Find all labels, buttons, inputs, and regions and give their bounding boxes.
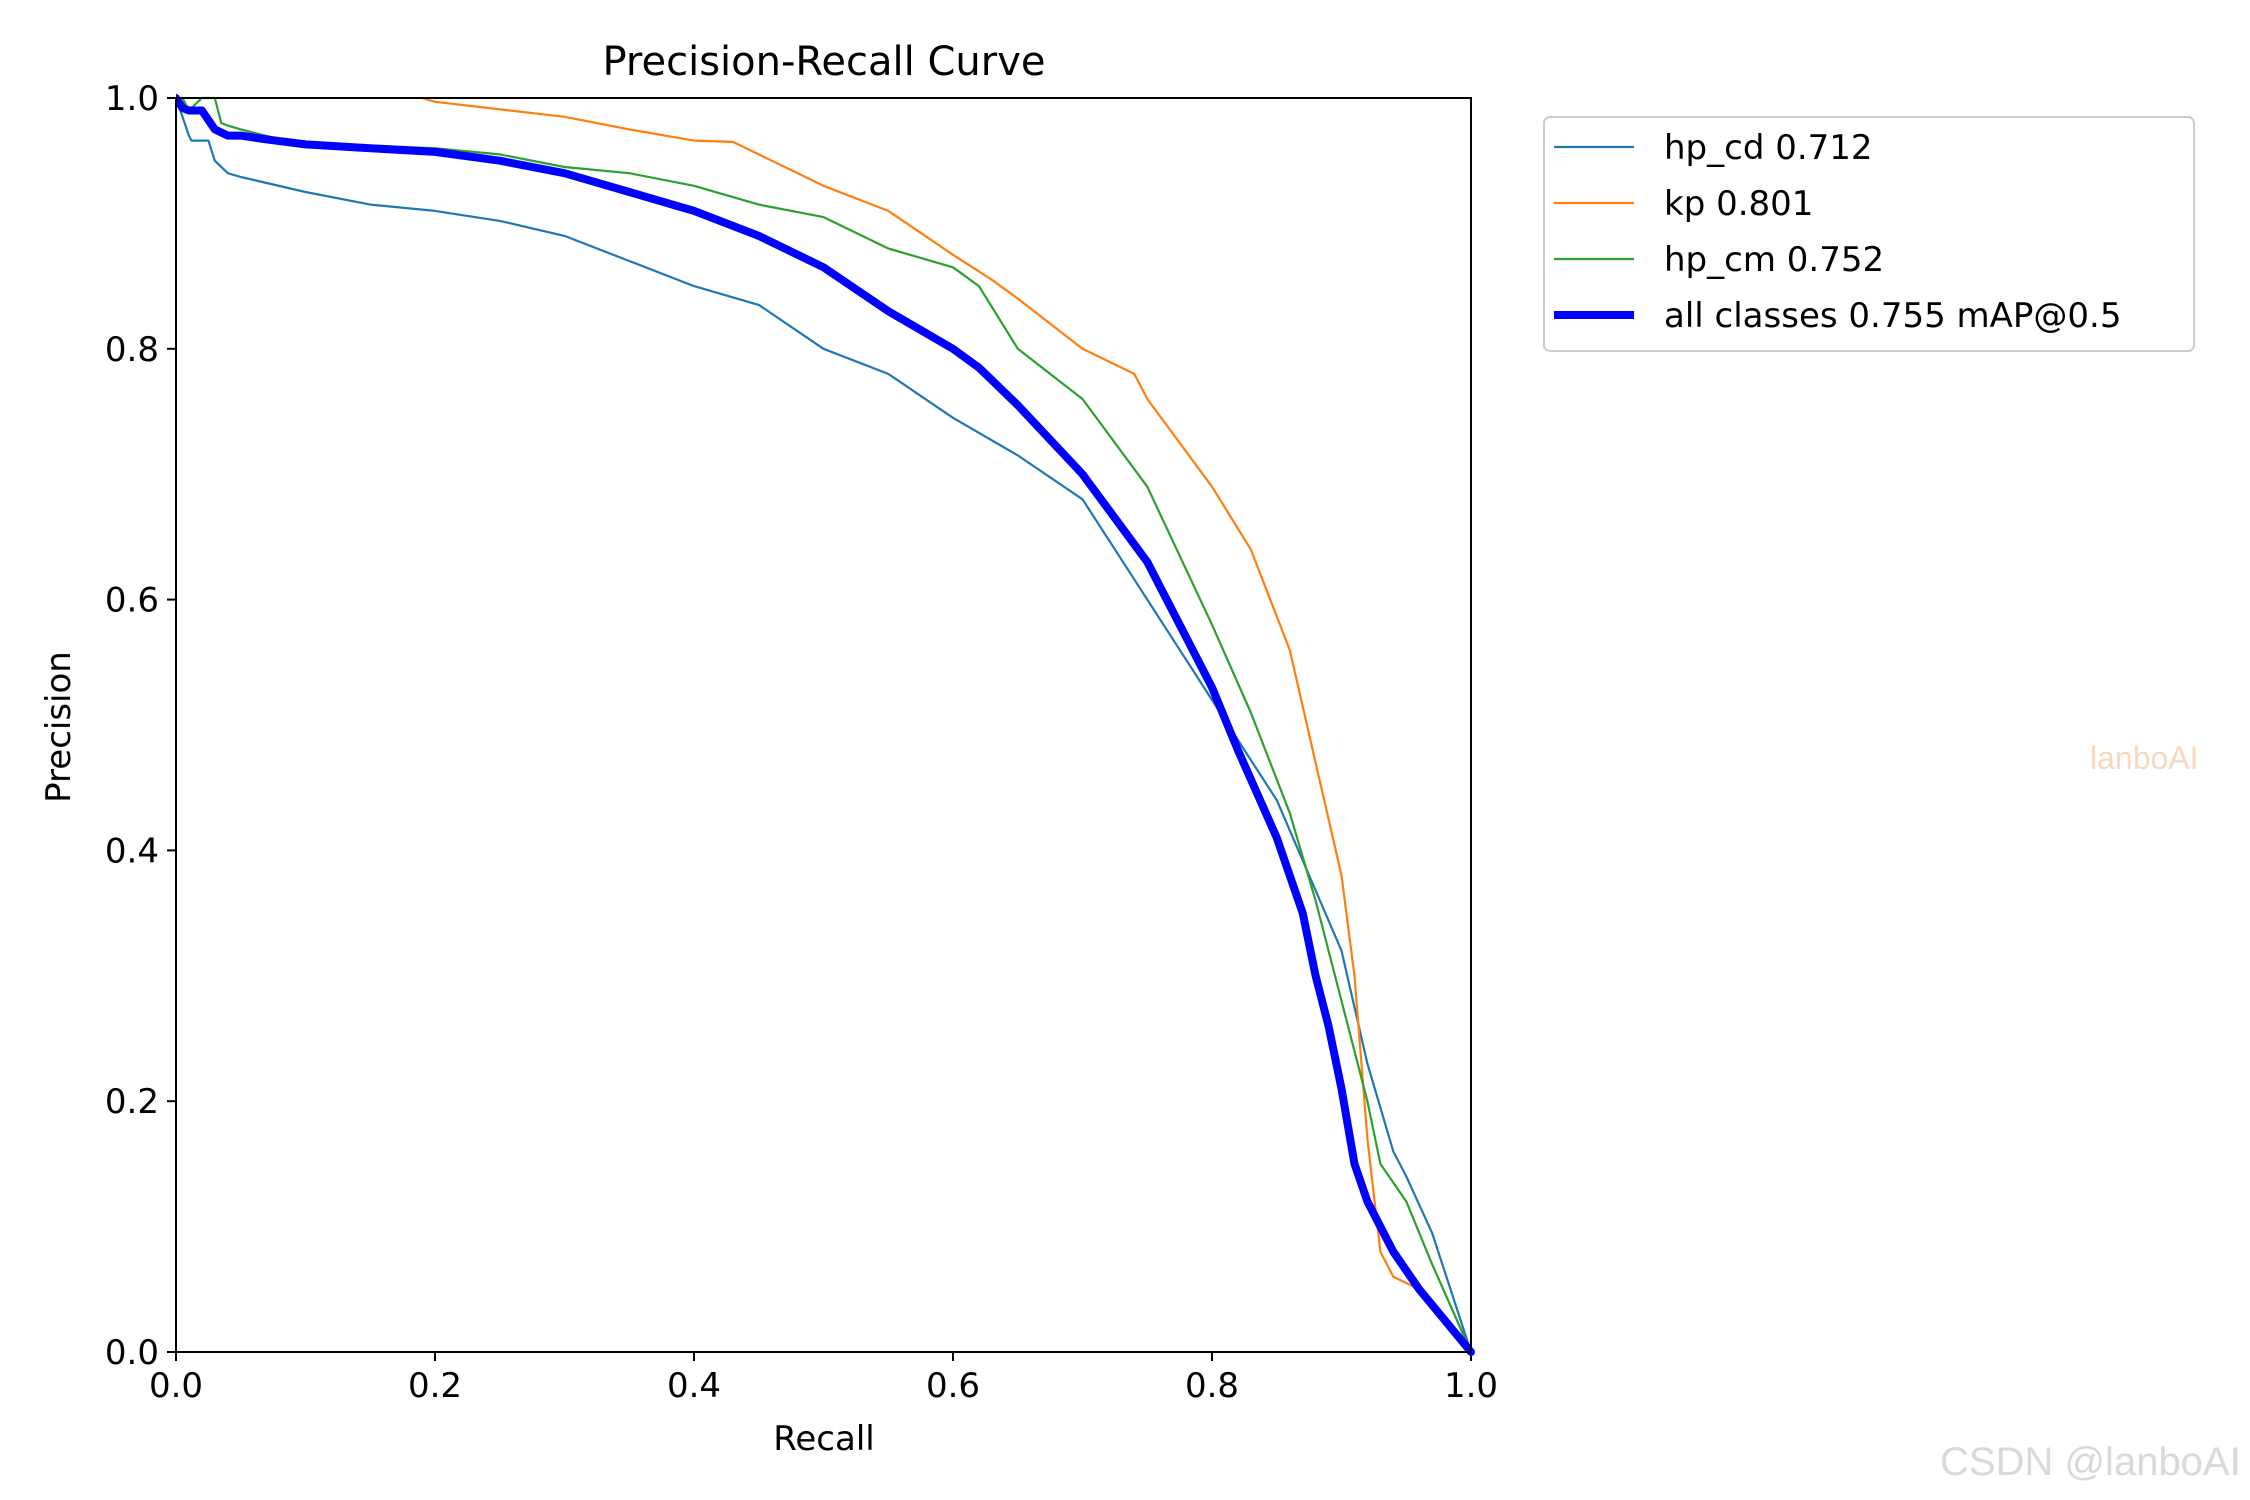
axis-ticks: 0.0 0.2 0.4 0.6 0.8 1.0 0.0 0.2 0.4 0.6 0.8 1.0: [105, 79, 1498, 1406]
legend-label: kp 0.801: [1664, 184, 1813, 224]
x-tick-label: 0.0: [149, 1366, 203, 1406]
x-tick-label: 0.4: [667, 1366, 721, 1406]
series-line: [176, 96, 1473, 1354]
y-tick-label: 0.2: [105, 1082, 159, 1122]
series-lines: [176, 94, 1475, 1356]
series-line: [176, 94, 1475, 1356]
x-axis-label: Recall: [773, 1419, 874, 1459]
legend-label: hp_cm 0.752: [1664, 240, 1884, 280]
watermark-center: lanboAI: [2090, 740, 2199, 776]
chart-title: Precision-Recall Curve: [603, 39, 1046, 85]
plot-area-frame: [175, 97, 1472, 1353]
watermark-bottom: CSDN @lanboAI: [1940, 1440, 2241, 1484]
x-tick-label: 1.0: [1444, 1366, 1498, 1406]
x-tick-label: 0.8: [1185, 1366, 1239, 1406]
legend: hp_cd 0.712 kp 0.801 hp_cm 0.752 all classe…: [1543, 116, 2195, 352]
y-tick-label: 0.4: [105, 831, 159, 871]
legend-label: all classes 0.755 mAP@0.5: [1664, 296, 2121, 336]
legend-box: [1543, 116, 2195, 352]
series-line: [421, 96, 1473, 1354]
y-axis-label: Precision: [39, 651, 79, 803]
series-line: [176, 96, 1473, 1354]
y-tick-label: 0.6: [105, 581, 159, 621]
legend-label: hp_cd 0.712: [1664, 128, 1873, 168]
y-tick-label: 0.8: [105, 330, 159, 370]
x-tick-label: 0.2: [408, 1366, 462, 1406]
y-tick-label: 0.0: [105, 1333, 159, 1373]
y-tick-label: 1.0: [105, 79, 159, 119]
x-tick-label: 0.6: [926, 1366, 980, 1406]
